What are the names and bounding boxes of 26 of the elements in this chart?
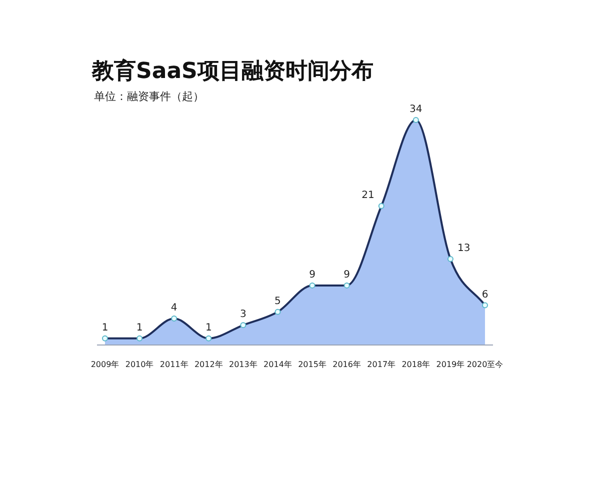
data-label: 3 [240, 309, 246, 320]
data-label: 5 [274, 296, 281, 307]
x-tick-label: 2017年 [367, 360, 396, 369]
x-tick-label: 2020至今 [466, 360, 504, 369]
x-tick-label: 2016年 [332, 360, 361, 369]
data-label: 13 [457, 242, 470, 254]
data-label: 1 [102, 322, 108, 334]
data-label: 9 [344, 269, 350, 280]
x-tick-label: 2011年 [160, 360, 188, 369]
x-tick-label: 2010年 [125, 360, 154, 369]
x-tick-label: 2014年 [264, 360, 292, 369]
chart-title: 教育SaaS项目融资时间分布 [91, 58, 374, 84]
data-label: 4 [170, 302, 178, 314]
x-tick-label: 2019年 [436, 360, 465, 369]
chart-subtitle: 单位：融资事件（起） [94, 90, 204, 103]
x-tick-label: 2012年 [194, 360, 223, 369]
data-label: 1 [136, 322, 143, 334]
data-label: 21 [362, 190, 374, 202]
x-tick-label: 2015年 [298, 360, 326, 369]
data-label: 1 [205, 322, 212, 334]
data-label: 6 [482, 289, 488, 300]
x-tick-label: 2009年 [90, 360, 120, 369]
x-tick-label: 2018年 [402, 360, 430, 369]
x-tick-label: 2013年 [229, 360, 258, 369]
data-label: 34 [410, 104, 422, 115]
data-label: 9 [309, 269, 316, 280]
